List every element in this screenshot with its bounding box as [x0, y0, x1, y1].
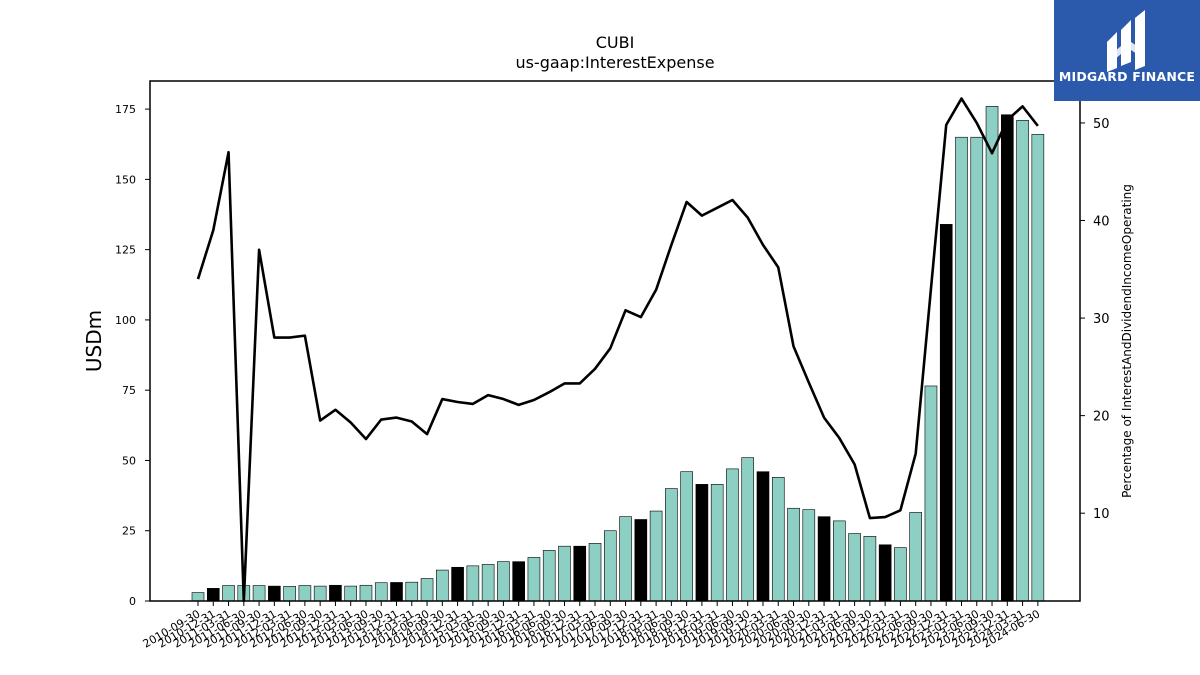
- bar: [603, 530, 617, 602]
- chart-subtitle: us-gaap:InterestExpense: [515, 53, 714, 72]
- bar: [1031, 134, 1045, 602]
- bar-series: [191, 106, 1045, 602]
- bar: [649, 510, 663, 602]
- bar: [1001, 114, 1014, 602]
- brand-badge: MIDGARD FINANCE: [1054, 0, 1200, 101]
- bar: [542, 550, 556, 602]
- bar: [741, 457, 755, 602]
- bar: [619, 516, 632, 602]
- bar: [374, 582, 388, 602]
- bar: [802, 509, 816, 602]
- y-right-tick-label: 30: [1093, 312, 1110, 327]
- y-tick-label: 0: [129, 595, 136, 608]
- bar: [665, 488, 678, 602]
- y-tick-label: 125: [115, 244, 136, 257]
- bar: [634, 519, 648, 602]
- y-right-tick-label: 20: [1093, 410, 1110, 425]
- bar: [390, 582, 403, 602]
- bar: [268, 585, 281, 602]
- y-tick-label: 25: [122, 525, 136, 538]
- bar: [756, 471, 770, 602]
- bar: [298, 585, 312, 602]
- bar: [497, 561, 510, 602]
- bar: [436, 569, 449, 602]
- bar: [329, 584, 342, 602]
- bar: [313, 585, 327, 602]
- y-axis-left: 0 25 50 75 100 125 150 175: [115, 103, 150, 608]
- y-tick-label: 75: [122, 384, 136, 397]
- bar: [955, 136, 968, 602]
- bar: [451, 566, 464, 602]
- y-tick-label: 100: [115, 314, 136, 327]
- y-right-tick-label: 40: [1093, 215, 1110, 230]
- bar: [924, 385, 938, 602]
- x-axis: 2010-09-302010-12-312011-03-312011-06-30…: [141, 601, 1042, 651]
- bar: [344, 585, 358, 602]
- bar: [680, 471, 693, 602]
- bar: [405, 581, 419, 602]
- bar: [206, 588, 220, 602]
- bar: [878, 544, 892, 602]
- bar: [710, 484, 724, 602]
- bar: [420, 578, 434, 602]
- brand-name: MIDGARD FINANCE: [1059, 69, 1195, 84]
- bar: [466, 565, 480, 602]
- y-axis-right: 10 20 30 40 50: [1080, 117, 1110, 522]
- bar: [939, 224, 953, 602]
- y-right-tick-label: 50: [1093, 117, 1110, 132]
- y-right-tick-label: 10: [1093, 507, 1110, 522]
- y-tick-label: 150: [115, 173, 136, 186]
- bar: [695, 484, 709, 602]
- series-line: [196, 97, 1039, 603]
- bar: [588, 543, 602, 602]
- bar: [191, 592, 205, 602]
- bar: [771, 477, 785, 602]
- bar: [512, 561, 525, 602]
- bar: [833, 520, 846, 602]
- midgard-logo-icon: [1107, 10, 1145, 72]
- y-tick-label: 175: [115, 103, 136, 116]
- chart-title: CUBI: [596, 33, 635, 52]
- bar: [848, 533, 861, 602]
- bar: [252, 585, 266, 602]
- bar: [909, 512, 922, 602]
- bar: [985, 106, 999, 602]
- line-series: [196, 97, 1039, 603]
- bar: [726, 468, 739, 602]
- bar: [222, 585, 235, 602]
- y-axis-label-right: Percentage of InterestAndDividendIncomeO…: [1120, 184, 1134, 498]
- bar: [527, 557, 541, 602]
- y-tick-label: 50: [122, 454, 136, 467]
- bar: [970, 136, 984, 602]
- bar: [1016, 120, 1029, 602]
- bar: [817, 516, 831, 602]
- bar: [558, 545, 571, 602]
- bar: [359, 584, 373, 602]
- plot-frame: [149, 80, 1081, 602]
- bar: [481, 564, 495, 602]
- bar: [573, 545, 587, 602]
- bar: [863, 536, 877, 602]
- bar: [894, 547, 907, 602]
- y-axis-label-left: USDm: [82, 310, 106, 372]
- bar: [787, 507, 800, 602]
- bar: [283, 586, 296, 602]
